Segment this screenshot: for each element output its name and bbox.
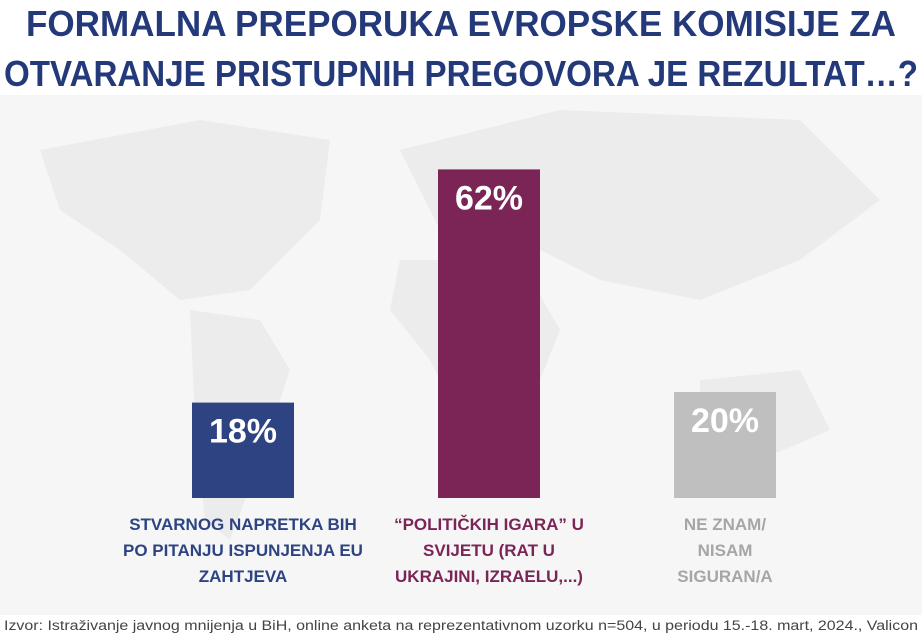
title-line: FORMALNA PREPORUKA EVROPSKE KOMISIJE ZA [26,3,896,44]
bar [192,402,294,498]
title-line: OTVARANJE PRISTUPNIH PREGOVORA JE REZULT… [4,53,918,94]
continent [400,110,880,300]
category-label: STVARNOG NAPRETKA BIH PO PITANJU ISPUNJE… [123,515,363,586]
value-label: 20% [691,402,759,440]
category-label: NE ZNAM/ NISAM SIGURAN/A [677,515,773,586]
bar [438,169,540,498]
bar [674,392,776,498]
value-label: 62% [455,179,523,217]
continent [40,120,330,300]
source-note: Izvor: Istraživanje javnog mnijenja u Bi… [4,618,918,633]
value-label: 18% [209,413,277,451]
category-label: “POLITIČKIH IGARA” U SVIJETU (RAT U UKRA… [394,515,584,586]
